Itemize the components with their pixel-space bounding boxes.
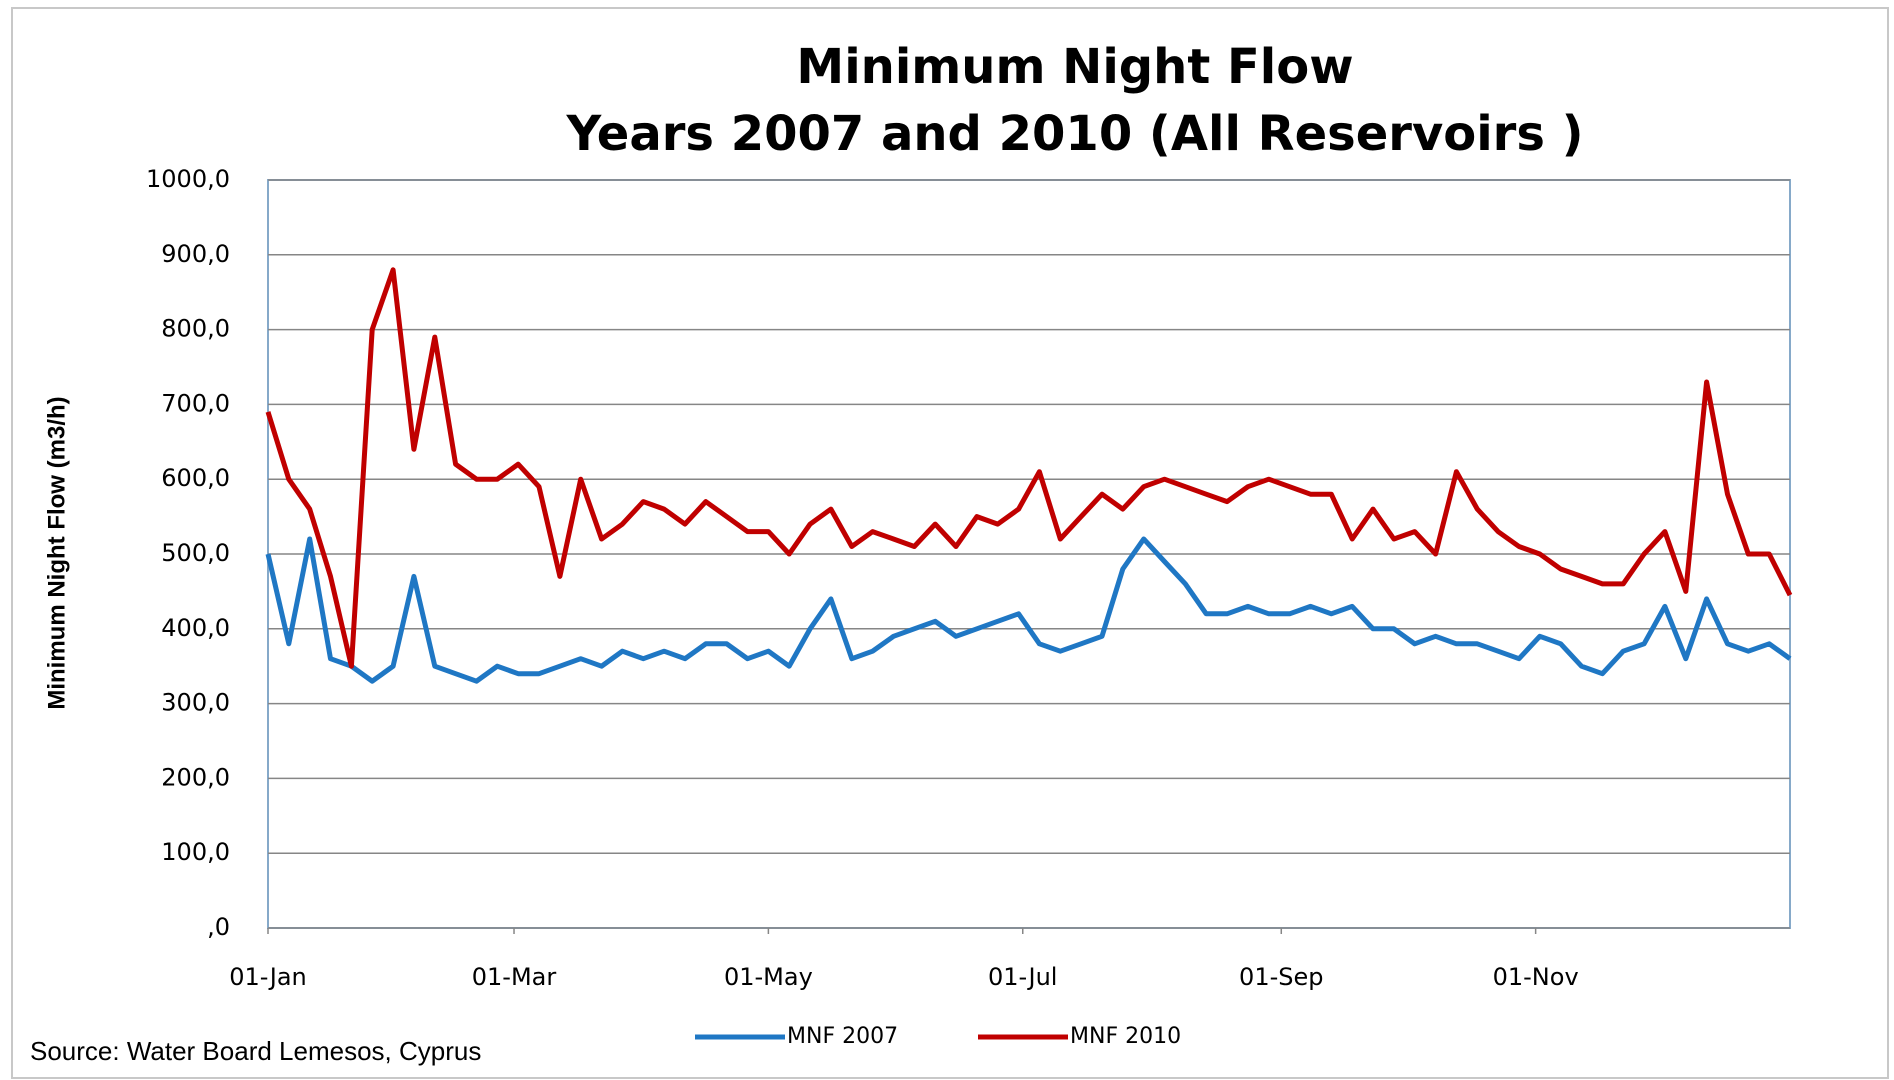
- chart-subtitle: Years 2007 and 2010 (All Reservoirs ): [565, 106, 1583, 162]
- y-tick-label: 500,0: [161, 539, 230, 567]
- line-series: [265, 536, 1792, 684]
- x-tick-label: 01-Nov: [1493, 963, 1579, 991]
- y-tick-label: 900,0: [161, 240, 230, 268]
- y-tick-label: 800,0: [161, 315, 230, 343]
- x-tick-label: 01-Sep: [1239, 963, 1323, 991]
- y-tick-label: 100,0: [161, 838, 230, 866]
- source-note: Source: Water Board Lemesos, Cyprus: [30, 1036, 481, 1066]
- legend-label: MNF 2007: [787, 1024, 898, 1049]
- y-tick-label: 300,0: [161, 689, 230, 717]
- y-tick-label: 1000,0: [146, 165, 230, 193]
- y-tick-label: 200,0: [161, 763, 230, 791]
- y-tick-label: 600,0: [161, 464, 230, 492]
- y-tick-label: 400,0: [161, 614, 230, 642]
- y-tick-label: 700,0: [161, 389, 230, 417]
- y-axis-label: Minimum Night Flow (m3/h): [43, 396, 70, 709]
- chart-title: Minimum Night Flow: [796, 39, 1353, 95]
- line-series: [265, 267, 1793, 669]
- legend-label: MNF 2010: [1070, 1024, 1181, 1049]
- x-tick-label: 01-May: [724, 963, 813, 991]
- y-tick-label: ,0: [207, 913, 230, 941]
- x-tick-label: 01-Jul: [988, 963, 1058, 991]
- x-tick-label: 01-Jan: [229, 963, 307, 991]
- x-tick-label: 01-Mar: [472, 963, 557, 991]
